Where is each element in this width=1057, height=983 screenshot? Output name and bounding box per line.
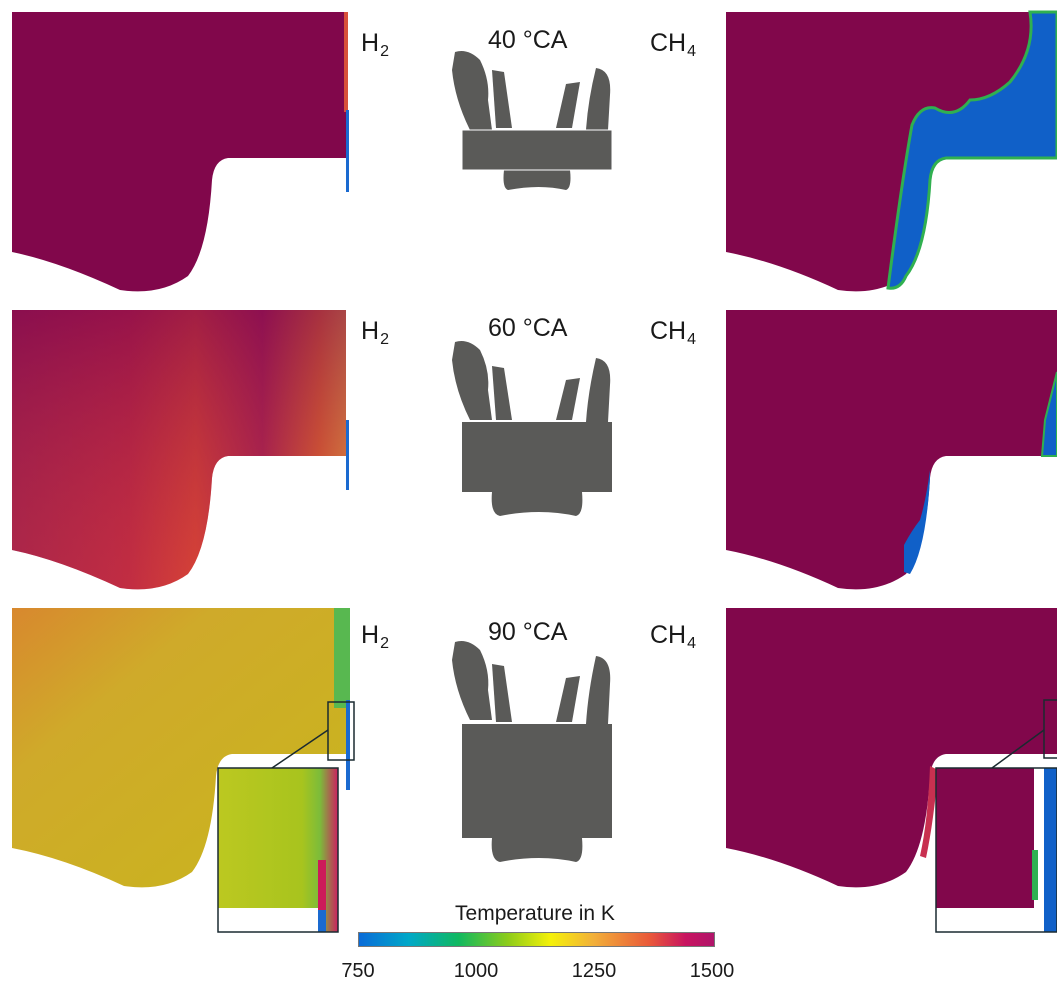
crank-angle-label-row2: 60 °CA bbox=[488, 314, 568, 342]
ch4-unburned-region-60 bbox=[1040, 371, 1057, 457]
h2-panel-60 bbox=[12, 310, 349, 590]
fuel-label-ch4-row2: CH4 bbox=[650, 317, 697, 348]
ch4-panel-90 bbox=[726, 608, 1057, 933]
colorbar-tick: 1250 bbox=[571, 960, 617, 982]
colorbar bbox=[358, 932, 715, 947]
colorbar-tick: 1000 bbox=[453, 960, 499, 982]
h2-zoom-box-90 bbox=[327, 701, 355, 761]
fuel-label-h2-row1: H2 bbox=[361, 29, 389, 60]
fuel-label-ch4-row1: CH4 bbox=[650, 29, 697, 60]
crank-angle-label-row3: 90 °CA bbox=[488, 618, 568, 646]
ch4-panel-60 bbox=[726, 310, 1057, 590]
fuel-label-h2-row2: H2 bbox=[361, 317, 389, 348]
colorbar-tick: 750 bbox=[341, 960, 375, 982]
colorbar-title: Temperature in K bbox=[455, 902, 615, 925]
ch4-inset-90 bbox=[935, 767, 1057, 933]
ch4-temperature-field-90 bbox=[726, 608, 1057, 888]
engine-schematic-40 bbox=[452, 51, 613, 190]
ch4-temperature-field-60 bbox=[726, 310, 1057, 590]
ch4-zoom-box-90 bbox=[1043, 699, 1057, 759]
h2-panel-40 bbox=[12, 12, 349, 292]
h2-temperature-field-90 bbox=[12, 608, 350, 888]
ch4-unburned-region-40 bbox=[886, 10, 1057, 290]
engine-schematic-60 bbox=[452, 341, 612, 516]
h2-temperature-field-40 bbox=[12, 12, 346, 292]
h2-inset-90 bbox=[217, 767, 339, 933]
fuel-label-ch4-row3: CH4 bbox=[650, 621, 697, 652]
h2-panel-90 bbox=[12, 608, 355, 933]
fuel-label-h2-row3: H2 bbox=[361, 621, 389, 652]
ch4-panel-40 bbox=[726, 10, 1057, 292]
crank-angle-label-row1: 40 °CA bbox=[488, 26, 568, 54]
engine-schematic-90 bbox=[452, 641, 612, 862]
colorbar-tick: 1500 bbox=[689, 960, 735, 982]
h2-wall-flame-40 bbox=[344, 12, 348, 112]
ch4-temperature-field-40 bbox=[726, 12, 1057, 292]
